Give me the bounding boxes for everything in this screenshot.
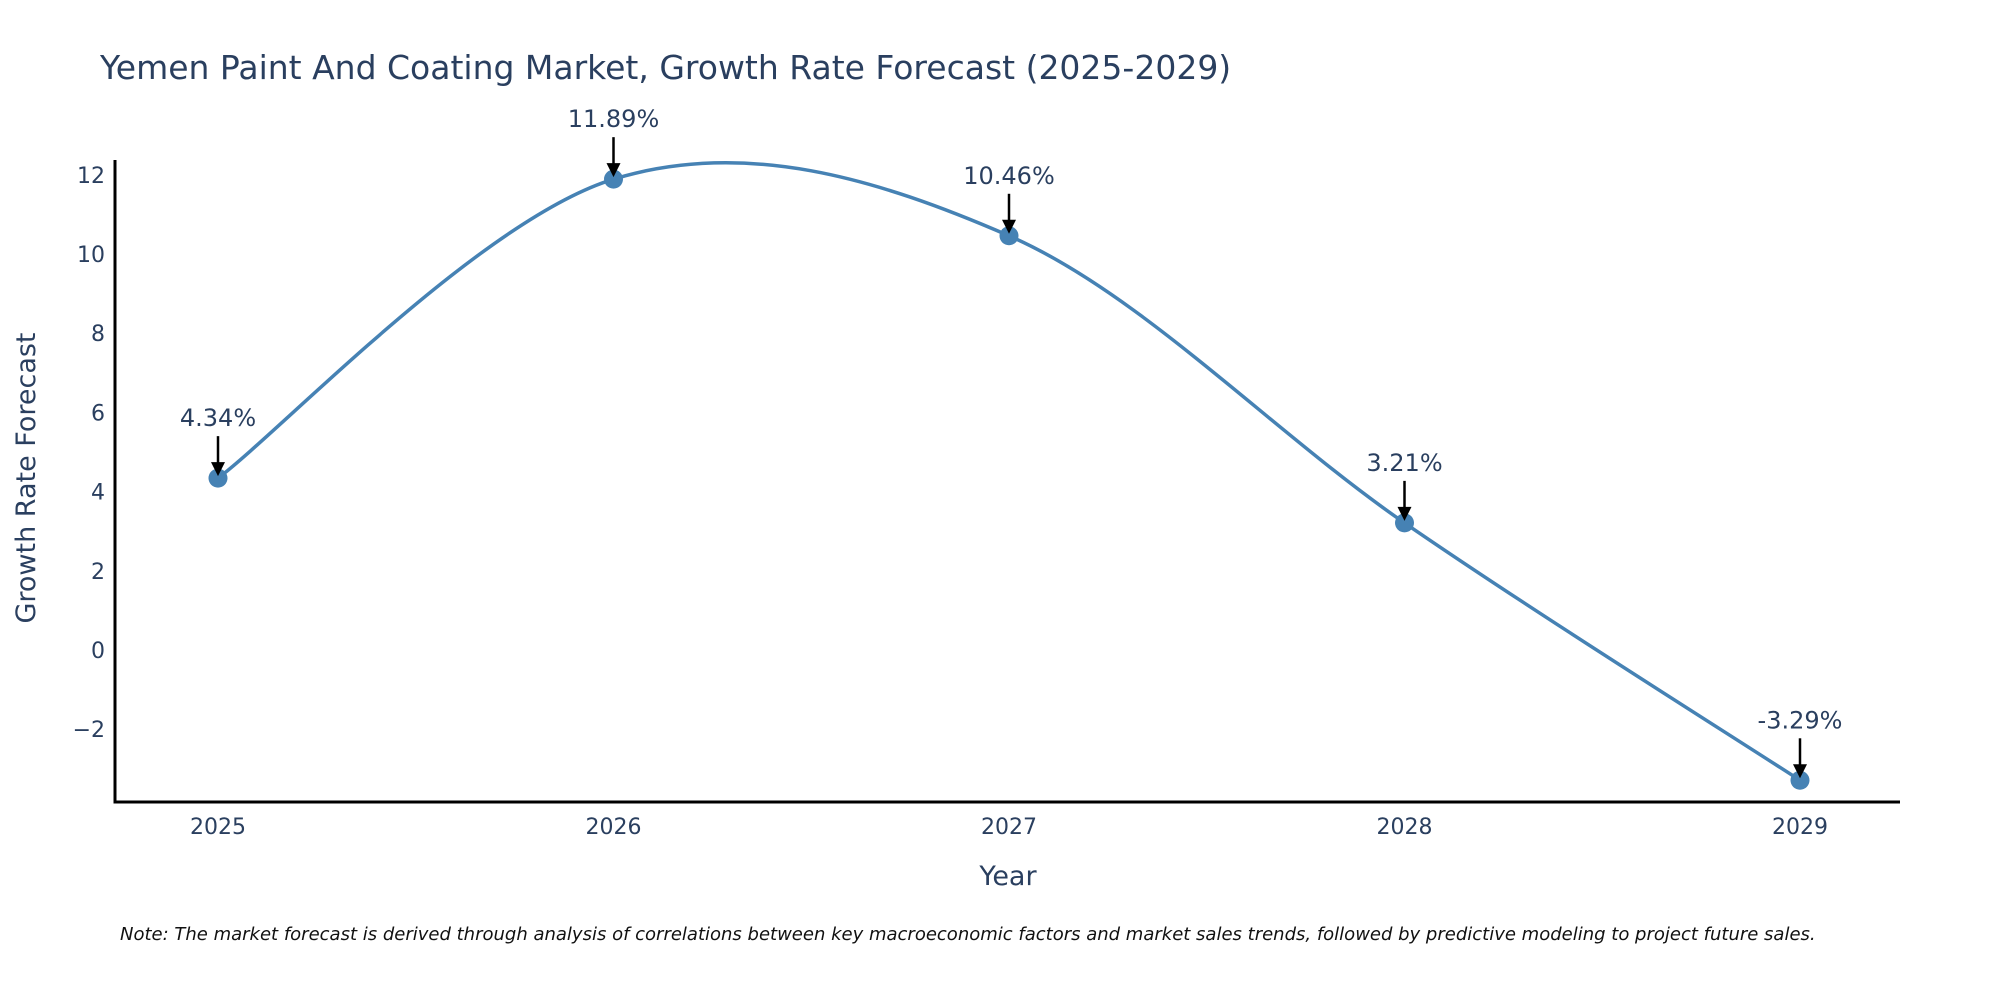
annotation-arrow-head (606, 163, 621, 178)
y-tick-label: 10 (77, 243, 105, 268)
annotation-arrow-head (1002, 219, 1016, 234)
chart-note: Note: The market forecast is derived thr… (120, 924, 1816, 945)
x-tick-label: 2029 (1772, 815, 1828, 840)
x-tick-label: 2025 (190, 815, 246, 840)
annotation-arrow-head (1397, 506, 1412, 521)
x-tick-label: 2028 (1377, 815, 1433, 840)
data-point (1790, 770, 1810, 790)
data-label: 3.21% (1366, 449, 1442, 477)
plot-area: −2 0 2 4 6 8 10 12 2025 2026 2027 2028 2029 4.34% 11.8… (73, 105, 1900, 840)
annotation-arrow-head (1793, 764, 1807, 779)
y-tick-label: 8 (91, 322, 105, 347)
y-tick-label: 4 (91, 481, 105, 506)
series-line (216, 160, 1801, 782)
y-tick-label: 0 (91, 639, 105, 664)
data-point (999, 226, 1019, 246)
y-tick-label: 6 (91, 401, 105, 426)
data-point (604, 169, 623, 189)
x-tick-label: 2027 (981, 815, 1037, 840)
x-axis-title: Year (978, 861, 1037, 892)
data-label: 11.89% (568, 105, 660, 133)
data-point (1395, 513, 1414, 533)
chart-title: Yemen Paint And Coating Market, Growth R… (99, 48, 1231, 87)
y-tick-label: 12 (77, 164, 105, 189)
annotation-arrow-head (211, 462, 225, 477)
data-label: 4.34% (180, 404, 256, 432)
data-label: 10.46% (963, 162, 1055, 190)
y-tick-label: 2 (91, 560, 105, 585)
data-point (208, 468, 228, 488)
x-tick-label: 2026 (586, 815, 642, 840)
y-tick-label: −2 (73, 718, 105, 743)
y-axis-title: Growth Rate Forecast (11, 332, 42, 623)
data-label: -3.29% (1758, 706, 1843, 734)
